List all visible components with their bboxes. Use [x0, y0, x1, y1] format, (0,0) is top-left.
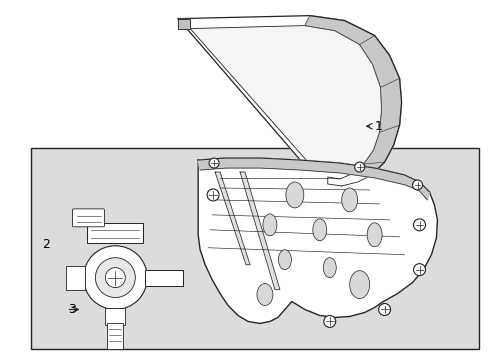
Circle shape [83, 246, 147, 310]
Circle shape [207, 189, 219, 201]
Ellipse shape [366, 223, 381, 247]
Polygon shape [240, 172, 279, 289]
Ellipse shape [278, 250, 291, 270]
Bar [65, 266, 85, 289]
Circle shape [412, 180, 422, 190]
Polygon shape [327, 164, 371, 186]
Polygon shape [198, 158, 428, 200]
FancyBboxPatch shape [72, 209, 104, 227]
Polygon shape [190, 26, 381, 179]
Text: 3: 3 [68, 303, 76, 316]
Ellipse shape [312, 219, 326, 241]
Ellipse shape [256, 284, 272, 306]
Circle shape [209, 158, 219, 168]
Ellipse shape [263, 214, 276, 236]
Circle shape [95, 258, 135, 298]
Ellipse shape [323, 258, 336, 278]
Polygon shape [198, 158, 437, 323]
Circle shape [378, 303, 390, 315]
Bar [87, 223, 143, 243]
Circle shape [413, 264, 425, 276]
Polygon shape [215, 172, 249, 265]
Bar [107, 323, 123, 349]
Ellipse shape [285, 182, 303, 208]
Ellipse shape [349, 271, 369, 298]
Polygon shape [178, 15, 401, 186]
Bar [105, 307, 125, 325]
Bar [145, 270, 183, 285]
Circle shape [323, 315, 335, 328]
Polygon shape [178, 19, 190, 28]
Bar [31, 148, 478, 349]
Text: 2: 2 [42, 238, 50, 251]
Circle shape [413, 219, 425, 231]
Circle shape [354, 162, 364, 172]
Circle shape [105, 268, 125, 288]
Polygon shape [304, 15, 401, 186]
Ellipse shape [341, 188, 357, 212]
Text: 1: 1 [374, 120, 382, 133]
